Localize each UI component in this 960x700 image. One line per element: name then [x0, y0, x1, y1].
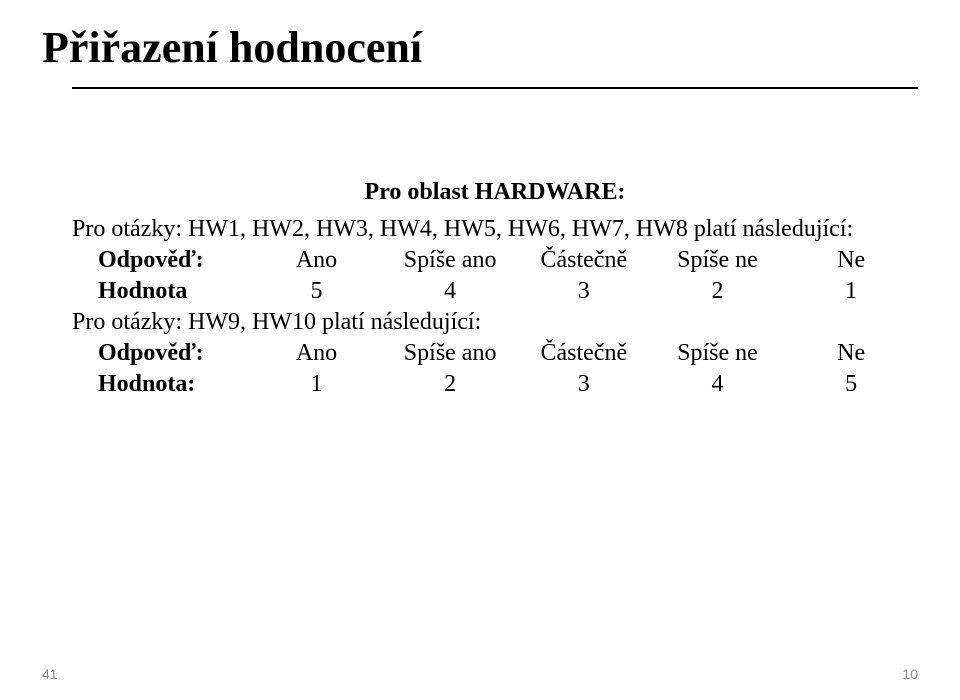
footer-left: 41 — [42, 666, 58, 682]
page-title: Přiřazení hodnocení — [42, 22, 918, 73]
cell: Ne — [784, 338, 918, 369]
cell: 2 — [651, 276, 785, 307]
cell: 3 — [517, 369, 651, 400]
cell: Částečně — [517, 245, 651, 276]
cell: 1 — [250, 369, 384, 400]
table-row: Odpověď: Ano Spíše ano Částečně Spíše ne… — [72, 245, 918, 276]
cell: Ano — [250, 245, 384, 276]
cell: 1 — [784, 276, 918, 307]
cell: Částečně — [517, 338, 651, 369]
cell: Spíše ano — [383, 245, 517, 276]
footer-right: 10 — [902, 666, 918, 682]
cell: 5 — [250, 276, 384, 307]
table-row: Hodnota: 1 2 3 4 5 — [72, 369, 918, 400]
table-row: Hodnota 5 4 3 2 1 — [72, 276, 918, 307]
cell: Ne — [784, 245, 918, 276]
row-label: Hodnota: — [72, 369, 250, 400]
section-heading: Pro oblast HARDWARE: — [72, 179, 918, 206]
block2-intro: Pro otázky: HW9, HW10 platí následující: — [72, 309, 918, 336]
title-rule-container — [72, 87, 918, 89]
title-rule — [72, 87, 918, 89]
content-area: Pro oblast HARDWARE: Pro otázky: HW1, HW… — [72, 179, 918, 400]
row-label: Hodnota — [72, 276, 250, 307]
row-label: Odpověď: — [72, 338, 250, 369]
block1-table: Odpověď: Ano Spíše ano Částečně Spíše ne… — [72, 245, 918, 307]
table-row: Odpověď: Ano Spíše ano Částečně Spíše ne… — [72, 338, 918, 369]
slide: Přiřazení hodnocení Pro oblast HARDWARE:… — [0, 0, 960, 700]
row-label: Odpověď: — [72, 245, 250, 276]
cell: Spíše ne — [651, 338, 785, 369]
cell: 2 — [383, 369, 517, 400]
cell: Spíše ne — [651, 245, 785, 276]
cell: 5 — [784, 369, 918, 400]
block1-intro: Pro otázky: HW1, HW2, HW3, HW4, HW5, HW6… — [72, 216, 918, 243]
cell: 4 — [383, 276, 517, 307]
block2-table: Odpověď: Ano Spíše ano Částečně Spíše ne… — [72, 338, 918, 400]
cell: Spíše ano — [383, 338, 517, 369]
cell: 4 — [651, 369, 785, 400]
cell: 3 — [517, 276, 651, 307]
cell: Ano — [250, 338, 384, 369]
